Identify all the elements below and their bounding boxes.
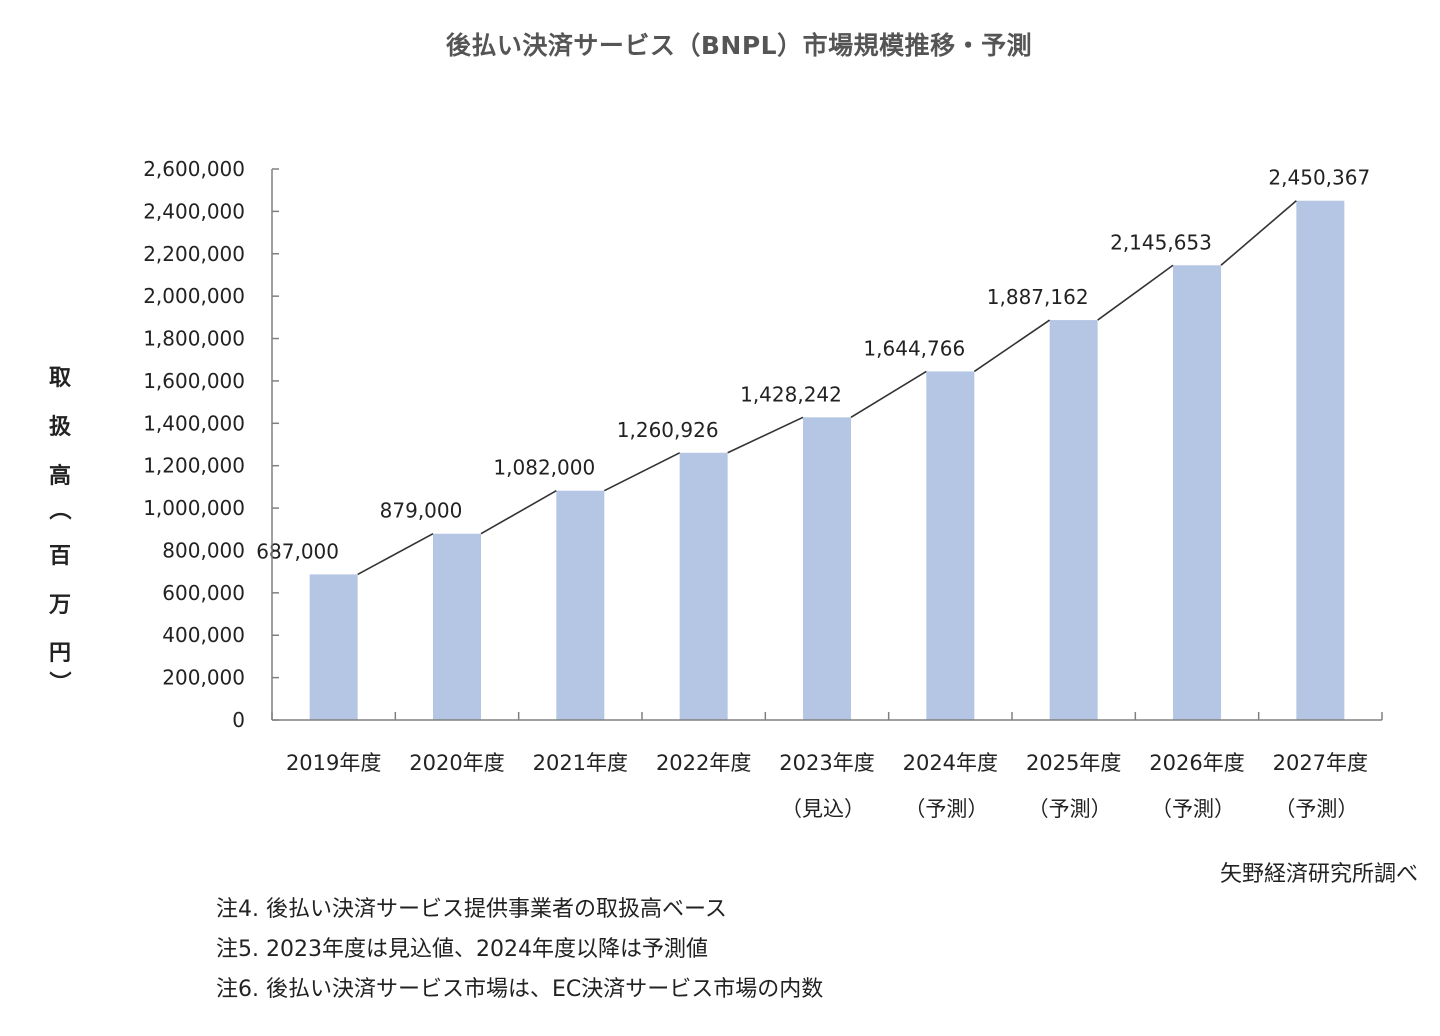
x-tick-label: 2021年度: [533, 751, 628, 775]
connector-line: [1220, 200, 1297, 266]
y-axis-label-char: 万: [48, 593, 71, 618]
connector-line: [727, 416, 804, 454]
data-label: 2,145,653: [1110, 230, 1212, 254]
notes: 注4. 後払い決済サービス提供事業者の取扱高ベース 注5. 2023年度は見込値…: [216, 890, 823, 1010]
y-tick-label: 2,600,000: [143, 157, 245, 181]
chart-title: 後払い決済サービス（BNPL）市場規模推移・予測: [445, 31, 1033, 60]
y-tick-label: 1,600,000: [143, 369, 245, 393]
y-tick-label: 1,000,000: [143, 496, 245, 520]
data-labels: 687,000 879,000 1,082,000 1,260,926 1,428,24…: [256, 166, 1370, 564]
y-tick-label: 0: [232, 708, 245, 732]
x-tick-sublabel: （予測）: [1274, 797, 1358, 821]
note-item: 注4. 後払い決済サービス提供事業者の取扱高ベース: [216, 897, 727, 922]
y-tick-label: 600,000: [162, 581, 245, 605]
x-tick-label: 2020年度: [409, 751, 504, 775]
y-tick-label: 1,800,000: [143, 327, 245, 351]
data-label: 2,450,367: [1268, 166, 1370, 190]
y-axis-label-char: 高: [49, 463, 71, 489]
x-axis-ticks: 2019年度 2020年度 2021年度 2022年度 2023年度 （見込） 2024年度…: [271, 712, 1383, 821]
connector-line: [850, 370, 927, 419]
y-axis-label-char: （: [46, 498, 71, 520]
note-item: 注5. 2023年度は見込値、2024年度以降は予測値: [216, 937, 708, 962]
note-item: 注6. 後払い決済サービス市場は、EC決済サービス市場の内数: [216, 977, 824, 1002]
bar: [1173, 265, 1221, 720]
y-tick-label: 2,000,000: [143, 284, 245, 308]
data-label: 1,644,766: [863, 336, 965, 360]
x-tick-label: 2024年度: [903, 751, 998, 775]
bars: [309, 200, 1345, 720]
bar: [1296, 200, 1345, 720]
y-axis-label-char: 百: [49, 544, 71, 569]
y-tick-label: 800,000: [162, 538, 245, 562]
data-label: 687,000: [256, 539, 339, 563]
x-tick-sublabel: （予測）: [904, 797, 988, 821]
data-label: 1,082,000: [493, 456, 595, 480]
x-tick-sublabel: （予測）: [1028, 797, 1112, 821]
y-axis-label-char: 扱: [49, 415, 72, 440]
bar: [309, 574, 358, 720]
y-tick-label: 2,400,000: [143, 199, 245, 223]
x-tick-label: 2023年度: [779, 751, 874, 775]
y-axis-ticks: 0 200,000 400,000 600,000 800,000 1,000,000 1,…: [143, 157, 279, 732]
x-tick-label: 2019年度: [286, 751, 381, 775]
y-axis-label-char: 円: [49, 641, 71, 666]
bar: [433, 533, 481, 720]
connector-line: [480, 490, 557, 535]
y-tick-label: 2,200,000: [143, 242, 245, 266]
bar: [556, 490, 605, 720]
data-label: 1,428,242: [740, 382, 842, 406]
connector-line: [973, 319, 1051, 373]
connector-lines: [357, 200, 1297, 576]
y-axis-label: 取扱高 （ 百万円 ）: [46, 366, 72, 693]
y-tick-label: 1,400,000: [143, 411, 245, 435]
y-tick-label: 200,000: [162, 666, 245, 690]
connector-line: [1097, 264, 1174, 321]
data-label: 1,887,162: [987, 285, 1089, 309]
y-tick-label: 400,000: [162, 623, 245, 647]
bar: [679, 452, 728, 720]
data-label: 879,000: [380, 499, 463, 523]
x-tick-label: 2026年度: [1149, 751, 1244, 775]
bar: [926, 371, 975, 720]
x-tick-label: 2027年度: [1273, 751, 1368, 775]
connector-line: [603, 452, 681, 492]
bar: [1049, 320, 1098, 720]
source-credit: 矢野経済研究所調べ: [1219, 862, 1418, 887]
x-tick-sublabel: （予測）: [1151, 797, 1235, 821]
connector-line: [357, 533, 434, 576]
x-tick-sublabel: （見込）: [781, 797, 865, 821]
x-tick-label: 2025年度: [1026, 751, 1121, 775]
y-axis-label-char: 取: [49, 366, 71, 391]
y-axis-label-char: ）: [46, 671, 71, 693]
x-tick-label: 2022年度: [656, 751, 751, 775]
bar: [803, 417, 851, 720]
data-label: 1,260,926: [617, 418, 719, 442]
y-tick-label: 1,200,000: [143, 454, 245, 478]
